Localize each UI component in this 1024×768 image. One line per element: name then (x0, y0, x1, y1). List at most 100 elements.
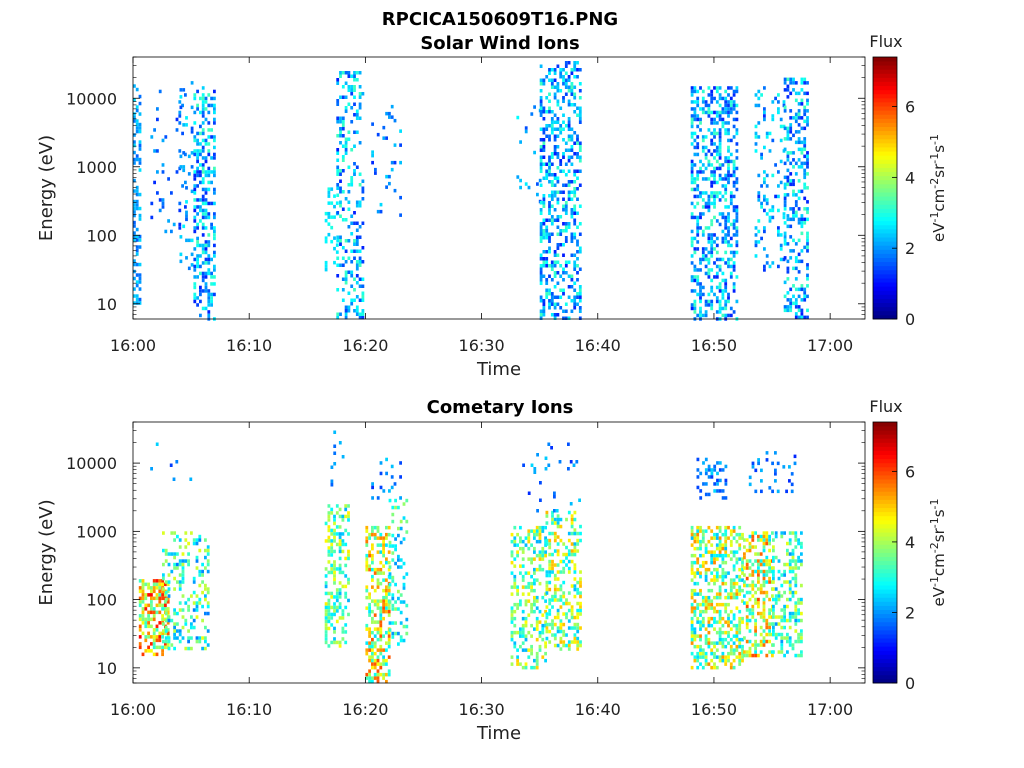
flux-cell (399, 129, 402, 133)
flux-cell (724, 658, 728, 663)
colorbar-segment (873, 310, 897, 316)
flux-cell (545, 127, 549, 131)
flux-cell (721, 292, 725, 297)
flux-cell (715, 194, 719, 199)
flux-cell (190, 615, 193, 619)
flux-cell (763, 268, 766, 272)
flux-cell (166, 621, 170, 625)
flux-cell (548, 608, 552, 613)
flux-cell (729, 96, 733, 101)
flux-cell (344, 316, 348, 320)
flux-cell (724, 236, 728, 241)
flux-cell (198, 636, 202, 640)
flux-cell (391, 579, 395, 583)
flux-cell (572, 463, 576, 467)
flux-cell (556, 295, 560, 299)
flux-cell (181, 562, 185, 567)
flux-cell (201, 145, 205, 150)
flux-cell (774, 163, 777, 167)
flux-cell (718, 478, 722, 483)
flux-cell (800, 639, 803, 644)
flux-cell (324, 605, 328, 610)
flux-cell (533, 467, 537, 471)
flux-cell (732, 100, 736, 104)
flux-cell (376, 669, 380, 673)
flux-cell (399, 565, 403, 569)
flux-cell (748, 548, 752, 553)
flux-cell (699, 644, 702, 649)
flux-cell (519, 662, 522, 666)
flux-cell (553, 643, 557, 648)
flux-cell (800, 618, 803, 623)
flux-cell (379, 620, 383, 624)
flux-cell (729, 644, 733, 649)
flux-cell (335, 609, 339, 613)
flux-cell (545, 591, 549, 595)
flux-cell (338, 514, 342, 519)
flux-cell (710, 571, 714, 575)
flux-cell (727, 114, 730, 118)
flux-cell (772, 580, 775, 584)
flux-cell (713, 489, 717, 493)
flux-cell (548, 292, 551, 296)
flux-cell (382, 672, 385, 677)
flux-cell (336, 312, 340, 316)
flux-cell (135, 297, 139, 302)
flux-cell (701, 135, 705, 139)
flux-cell (803, 161, 807, 166)
flux-cell (167, 177, 170, 181)
flux-cell (138, 234, 142, 239)
flux-cell (564, 264, 568, 268)
colorbar-segment (873, 65, 897, 70)
flux-cell (751, 534, 755, 539)
flux-cell (710, 599, 714, 603)
flux-cell (762, 541, 766, 546)
flux-cell (718, 658, 722, 663)
flux-cell (772, 566, 775, 570)
flux-cell (553, 495, 556, 499)
flux-cell (138, 262, 142, 267)
flux-cell (573, 85, 577, 89)
flux-cell (524, 623, 528, 628)
flux-cell (578, 295, 582, 299)
flux-cell (690, 634, 694, 638)
flux-cell (718, 553, 722, 558)
flux-cell (193, 191, 197, 195)
flux-cell (330, 215, 334, 219)
flux-cell (783, 109, 787, 113)
colorbar-segment (873, 142, 897, 148)
flux-cell (794, 301, 798, 306)
flux-cell (748, 597, 752, 602)
flux-cell (715, 219, 719, 223)
flux-cell (699, 602, 702, 607)
flux-cell (387, 609, 391, 614)
flux-cell (365, 525, 369, 530)
flux-cell (548, 570, 552, 574)
flux-cell (693, 86, 697, 90)
flux-cell (178, 629, 182, 633)
flux-cell (693, 588, 697, 593)
flux-cell (164, 618, 168, 623)
flux-cell (385, 185, 388, 189)
flux-cell (803, 144, 807, 148)
flux-cell (382, 550, 385, 554)
flux-cell (768, 632, 771, 637)
flux-cell (789, 224, 793, 229)
flux-cell (567, 643, 571, 648)
flux-cell (690, 630, 694, 635)
flux-cell (704, 602, 708, 607)
flux-cell (803, 137, 807, 141)
flux-cell (204, 117, 208, 122)
flux-cell (721, 651, 725, 656)
flux-cell (715, 655, 719, 659)
flux-cell (715, 149, 719, 153)
flux-cell (548, 194, 551, 198)
flux-cell (133, 199, 136, 204)
flux-cell (190, 263, 194, 267)
flux-cell (741, 567, 744, 572)
flux-cell (347, 270, 351, 274)
flux-cell (338, 616, 342, 620)
flux-cell (559, 524, 563, 529)
flux-cell (556, 281, 560, 285)
flux-cell (696, 194, 700, 199)
